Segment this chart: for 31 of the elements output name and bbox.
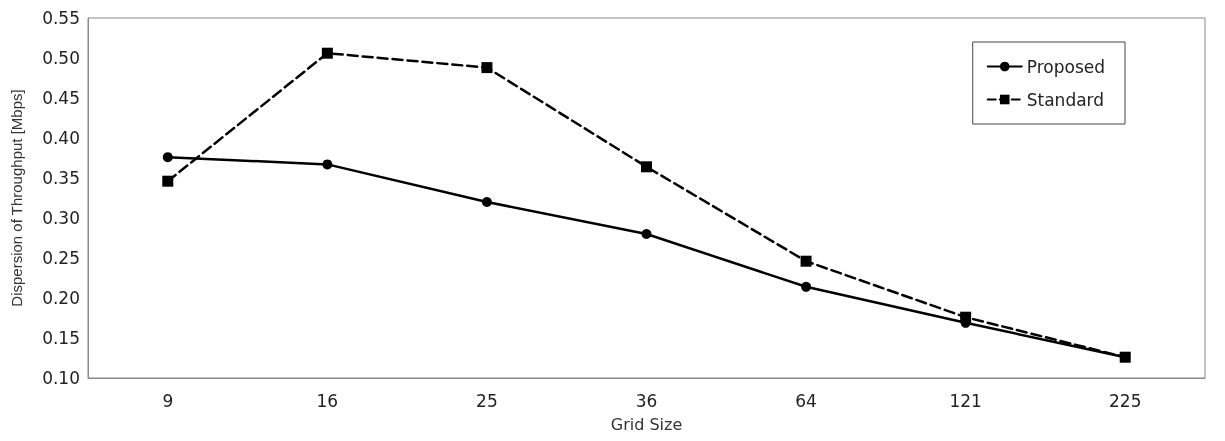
point [800, 255, 812, 267]
y-tick-label: 0.25 [42, 248, 80, 268]
x-tick-label: 25 [476, 390, 498, 411]
y-tick-label: 0.55 [42, 8, 80, 28]
y-tick-label: 0.35 [42, 168, 80, 188]
x-axis-title: Grid Size [610, 414, 683, 434]
point [321, 47, 333, 59]
legend-label: Standard [1026, 89, 1105, 110]
y-tick-label: 0.50 [42, 48, 80, 68]
point [641, 161, 652, 173]
x-tick-label: 16 [316, 390, 339, 411]
x-tick-label: 36 [635, 390, 658, 411]
point [162, 175, 174, 187]
x-tick-label: 9 [162, 390, 174, 411]
point [162, 152, 173, 163]
x-tick-label: 121 [949, 390, 982, 411]
y-tick-label: 0.20 [42, 288, 80, 308]
legend-label: Proposed [1026, 56, 1106, 77]
y-tick-label: 0.10 [42, 368, 80, 388]
point [322, 159, 333, 170]
y-tick-label: 0.40 [42, 128, 80, 148]
point [481, 62, 493, 74]
point [481, 197, 492, 207]
y-tick-label: 0.30 [42, 208, 80, 228]
y-axis-title: Dispersion of Throughput [Mbps] [8, 89, 25, 307]
x-tick-label: 225 [1108, 390, 1142, 411]
y-tick-label: 0.45 [42, 88, 80, 108]
point [641, 229, 652, 239]
point [801, 281, 812, 292]
x-tick-label: 64 [795, 390, 817, 411]
y-tick-label: 0.15 [42, 328, 80, 348]
